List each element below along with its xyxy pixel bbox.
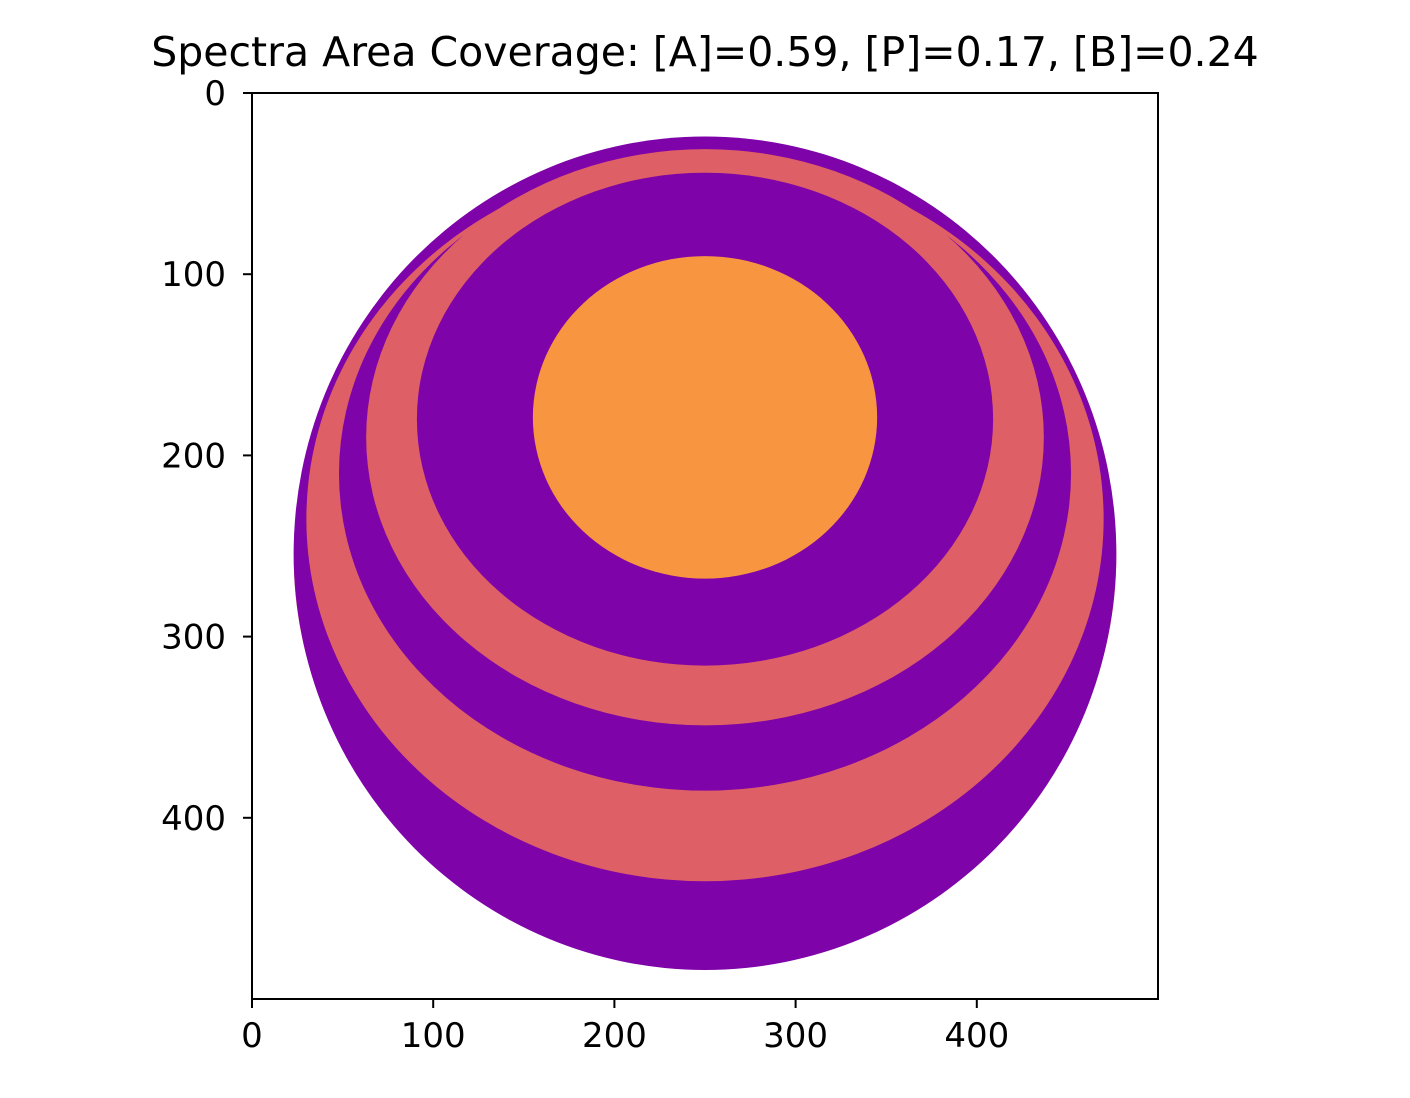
- y-tick-label: 100: [161, 255, 226, 295]
- y-tick-label: 300: [161, 618, 226, 658]
- x-tick-label: 300: [763, 1016, 828, 1056]
- y-tick-label: 400: [161, 799, 226, 839]
- region-p-6: [532, 256, 878, 579]
- plot-frame: [251, 92, 1159, 1000]
- x-axis: 0 100 200 300 400: [241, 999, 1009, 1056]
- y-tick-label: 0: [204, 74, 226, 114]
- y-axis: 0 100 200 300 400: [161, 74, 252, 839]
- x-tick-label: 0: [241, 1016, 263, 1056]
- chart-title: Spectra Area Coverage: [A]=0.59, [P]=0.1…: [151, 28, 1259, 76]
- x-tick-label: 200: [582, 1016, 647, 1056]
- x-tick-label: 100: [401, 1016, 466, 1056]
- coverage-image: [293, 136, 1117, 971]
- x-tick-label: 400: [944, 1016, 1009, 1056]
- y-tick-label: 200: [161, 436, 226, 476]
